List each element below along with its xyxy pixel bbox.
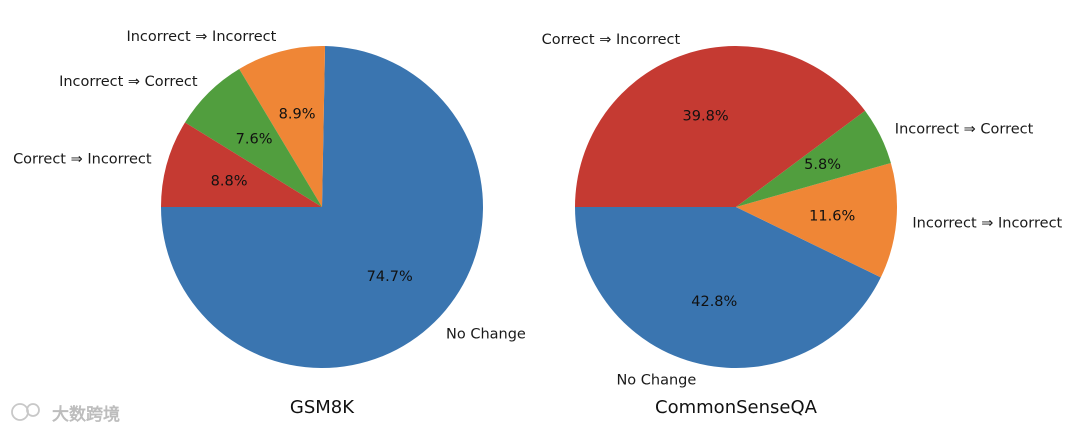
pie-slice-incorrect-to-correct	[736, 110, 891, 207]
pct-label-no-change: 42.8%	[691, 294, 737, 310]
slice-label-incorrect-to-incorrect: Incorrect ⇒ Incorrect	[126, 29, 276, 45]
slice-label-incorrect-to-incorrect: Incorrect ⇒ Incorrect	[912, 216, 1062, 232]
pie-slice-incorrect-to-incorrect	[239, 46, 326, 207]
slice-label-no-change: No Change	[446, 326, 526, 342]
pct-label-incorrect-to-correct: 7.6%	[236, 131, 273, 147]
slice-label-incorrect-to-correct: Incorrect ⇒ Correct	[59, 74, 198, 90]
watermark: 大数跨境	[11, 403, 120, 425]
pct-label-incorrect-to-incorrect: 8.9%	[279, 107, 316, 123]
pie-slice-correct-to-incorrect	[161, 122, 322, 207]
pct-label-incorrect-to-incorrect: 11.6%	[809, 209, 855, 225]
watermark-text: 大数跨境	[52, 404, 120, 425]
slice-label-no-change: No Change	[616, 373, 696, 389]
pie-slice-incorrect-to-incorrect	[736, 163, 898, 278]
pie-slice-incorrect-to-correct	[184, 68, 322, 207]
pct-label-incorrect-to-correct: 5.8%	[804, 157, 841, 173]
slice-label-correct-to-incorrect: Correct ⇒ Incorrect	[13, 152, 152, 168]
pie-chart-gsm8k: 74.7% No Change 8.9% Incorrect ⇒ Incorrect 7…	[13, 29, 526, 369]
pct-label-no-change: 74.7%	[367, 269, 413, 285]
pct-label-correct-to-incorrect: 39.8%	[683, 108, 729, 124]
chart-title-commonsenseqa: CommonSenseQA	[655, 397, 818, 418]
pie-slice-correct-to-incorrect	[575, 46, 866, 208]
slice-label-correct-to-incorrect: Correct ⇒ Incorrect	[542, 32, 681, 48]
pie-chart-commonsenseqa: 42.8% No Change 11.6% Incorrect ⇒ Incorrect…	[542, 32, 1063, 389]
pie-slice-no-change	[161, 46, 483, 369]
pct-label-correct-to-incorrect: 8.8%	[211, 174, 248, 190]
chart-title-gsm8k: GSM8K	[290, 397, 355, 418]
wechat-logo-icon	[11, 403, 40, 421]
pie-slice-no-change	[575, 207, 881, 368]
slice-label-incorrect-to-correct: Incorrect ⇒ Correct	[895, 122, 1034, 138]
